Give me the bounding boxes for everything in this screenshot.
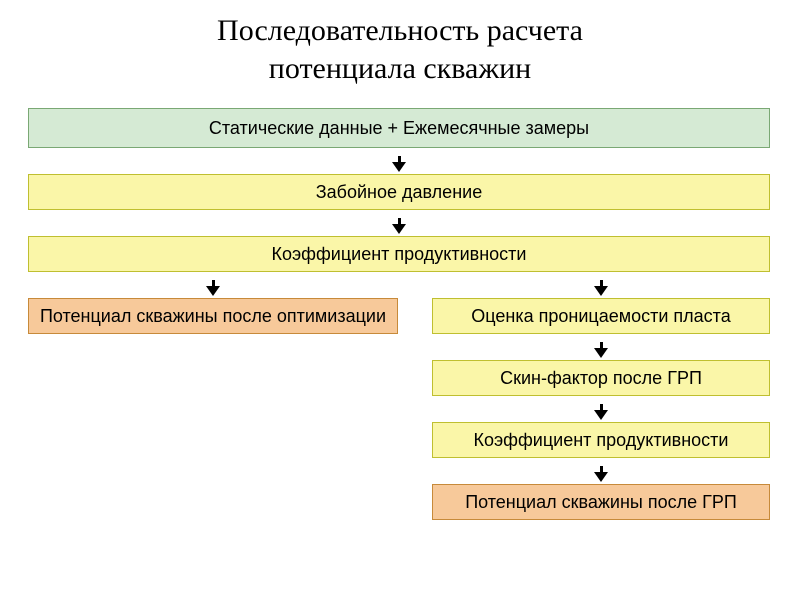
arrow-down-icon	[594, 410, 608, 420]
flow-box-permeability: Оценка проницаемости пласта	[432, 298, 770, 334]
flow-box-prod-coef-1: Коэффициент продуктивности	[28, 236, 770, 272]
flow-box-prod-coef-2: Коэффициент продуктивности	[432, 422, 770, 458]
flow-box-skin-factor: Скин-фактор после ГРП	[432, 360, 770, 396]
flow-box-bhp: Забойное давление	[28, 174, 770, 210]
flow-box-static-data: Статические данные + Ежемесячные замеры	[28, 108, 770, 148]
flow-box-potential-opt: Потенциал скважины после оптимизации	[28, 298, 398, 334]
page-title: Последовательность расчета потенциала ск…	[0, 0, 800, 97]
arrow-down-icon	[594, 472, 608, 482]
flow-box-label: Потенциал скважины после ГРП	[465, 492, 737, 513]
flow-box-label: Потенциал скважины после оптимизации	[40, 306, 386, 327]
flow-box-label: Коэффициент продуктивности	[272, 244, 527, 265]
arrow-down-icon	[206, 286, 220, 296]
arrow-down-icon	[594, 348, 608, 358]
flow-box-label: Скин-фактор после ГРП	[500, 368, 702, 389]
arrow-down-icon	[392, 162, 406, 172]
title-line-2: потенциала скважин	[269, 52, 531, 85]
flow-box-label: Статические данные + Ежемесячные замеры	[209, 118, 589, 139]
arrow-down-icon	[392, 224, 406, 234]
flow-box-potential-grp: Потенциал скважины после ГРП	[432, 484, 770, 520]
flow-box-label: Оценка проницаемости пласта	[471, 306, 730, 327]
title-line-1: Последовательность расчета	[217, 14, 583, 47]
arrow-down-icon	[594, 286, 608, 296]
flow-box-label: Коэффициент продуктивности	[474, 430, 729, 451]
flow-box-label: Забойное давление	[316, 182, 482, 203]
